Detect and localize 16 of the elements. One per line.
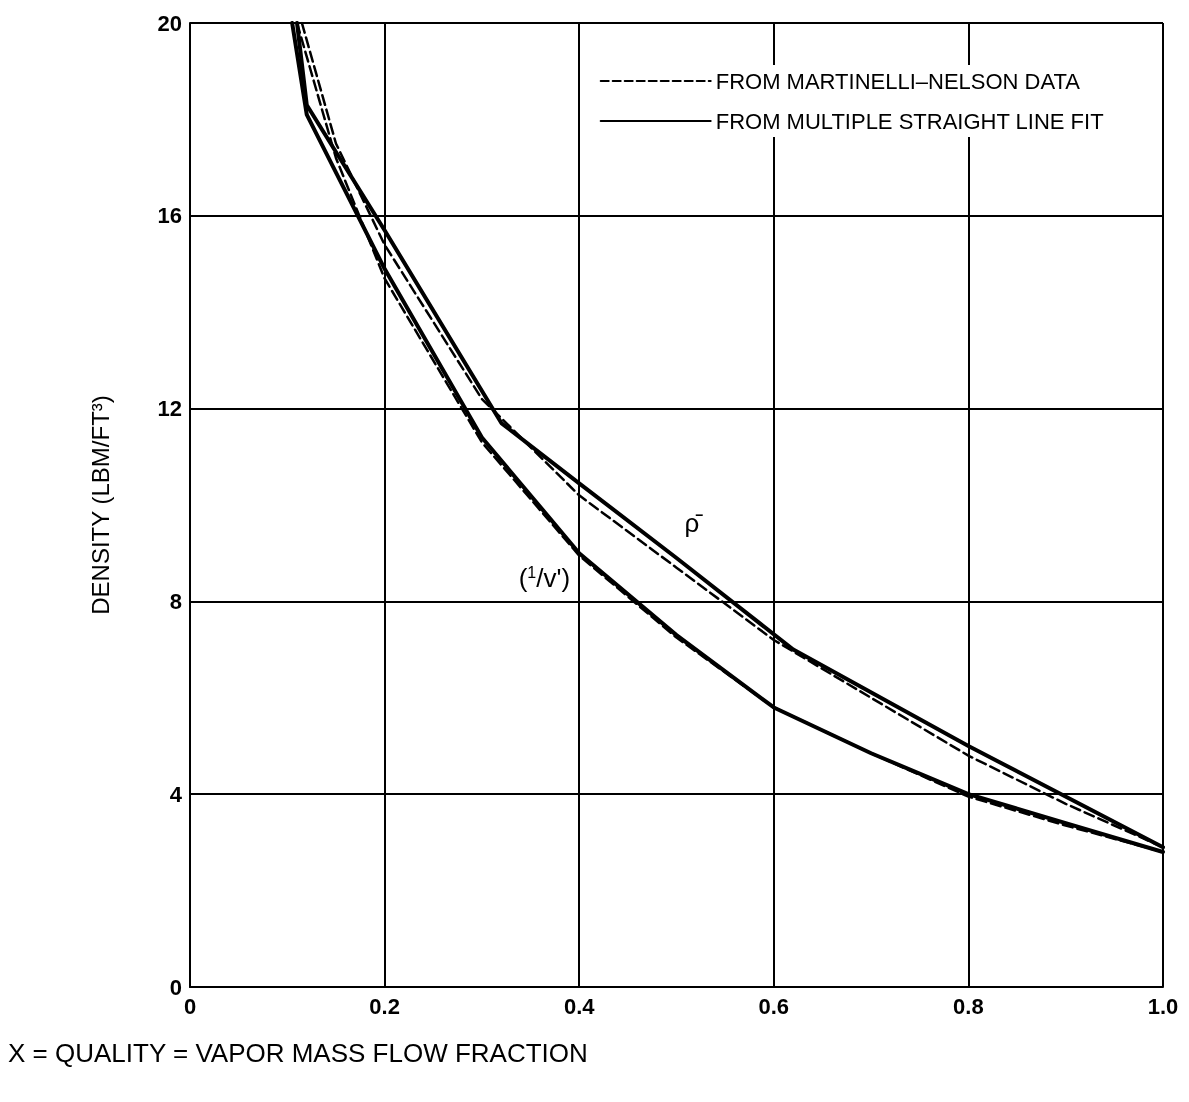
x-tick-label: 1.0 (1147, 993, 1179, 1019)
y-axis-title: DENSITY (LBM/FT³) (86, 395, 114, 615)
legend-label: FROM MULTIPLE STRAIGHT LINE FIT (715, 108, 1104, 134)
legend-label: FROM MARTINELLI–NELSON DATA (715, 68, 1081, 94)
y-tick-label: 16 (157, 203, 182, 229)
y-tick-label: 8 (169, 588, 182, 614)
y-tick-label: 0 (169, 974, 182, 1000)
x-tick-label: 0.4 (563, 993, 596, 1019)
x-tick-label: 0.2 (369, 993, 400, 1019)
x-tick-label: 0.8 (953, 993, 984, 1019)
x-tick-label: 0.6 (758, 993, 790, 1019)
y-tick-label: 20 (157, 10, 182, 36)
annotation: ρ̄ (684, 508, 704, 539)
x-axis-title: X = QUALITY = VAPOR MASS FLOW FRACTION (8, 1038, 588, 1068)
y-tick-label: 4 (169, 781, 183, 807)
y-tick-label: 12 (157, 396, 182, 422)
